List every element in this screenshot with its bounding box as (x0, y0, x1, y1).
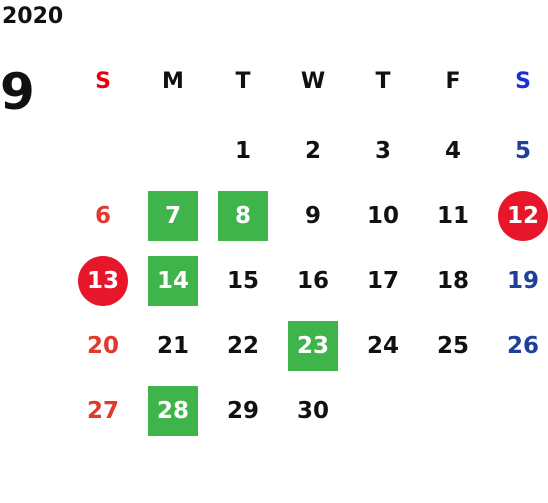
weekday-wednesday: W (300, 68, 326, 94)
day-cell-21[interactable]: 21 (156, 333, 189, 359)
day-cell-13-holiday[interactable]: 13 (78, 256, 128, 306)
day-cell-16[interactable]: 16 (296, 268, 329, 294)
year-label: 2020 (2, 4, 64, 29)
day-cell-7-highlighted[interactable]: 7 (148, 191, 198, 241)
day-cell-11[interactable]: 11 (436, 203, 469, 229)
weekday-thursday: T (375, 68, 391, 94)
day-cell-9[interactable]: 9 (304, 203, 321, 229)
day-cell-17[interactable]: 17 (366, 268, 399, 294)
day-cell-1[interactable]: 1 (234, 138, 251, 164)
day-cell-19[interactable]: 19 (506, 268, 539, 294)
day-cell-25[interactable]: 25 (436, 333, 469, 359)
day-cell-18[interactable]: 18 (436, 268, 469, 294)
day-cell-22[interactable]: 22 (226, 333, 259, 359)
day-cell-26[interactable]: 26 (506, 333, 539, 359)
weekday-friday: F (445, 68, 461, 94)
day-cell-3[interactable]: 3 (374, 138, 391, 164)
day-cell-10[interactable]: 10 (366, 203, 399, 229)
month-number: 9 (0, 63, 35, 121)
weekday-saturday: S (515, 68, 531, 94)
day-cell-5[interactable]: 5 (514, 138, 531, 164)
day-cell-24[interactable]: 24 (366, 333, 399, 359)
day-cell-23-highlighted[interactable]: 23 (288, 321, 338, 371)
day-cell-28-highlighted[interactable]: 28 (148, 386, 198, 436)
day-cell-12-holiday[interactable]: 12 (498, 191, 548, 241)
day-cell-14-highlighted[interactable]: 14 (148, 256, 198, 306)
day-cell-20[interactable]: 20 (86, 333, 119, 359)
day-cell-29[interactable]: 29 (226, 398, 259, 424)
weekday-monday: M (162, 68, 184, 94)
day-cell-2[interactable]: 2 (304, 138, 321, 164)
day-cell-6[interactable]: 6 (94, 203, 111, 229)
weekday-tuesday: T (235, 68, 251, 94)
day-cell-4[interactable]: 4 (444, 138, 461, 164)
day-cell-8-highlighted[interactable]: 8 (218, 191, 268, 241)
day-cell-30[interactable]: 30 (296, 398, 329, 424)
day-cell-15[interactable]: 15 (226, 268, 259, 294)
day-cell-27[interactable]: 27 (86, 398, 119, 424)
weekday-sunday: S (95, 68, 111, 94)
